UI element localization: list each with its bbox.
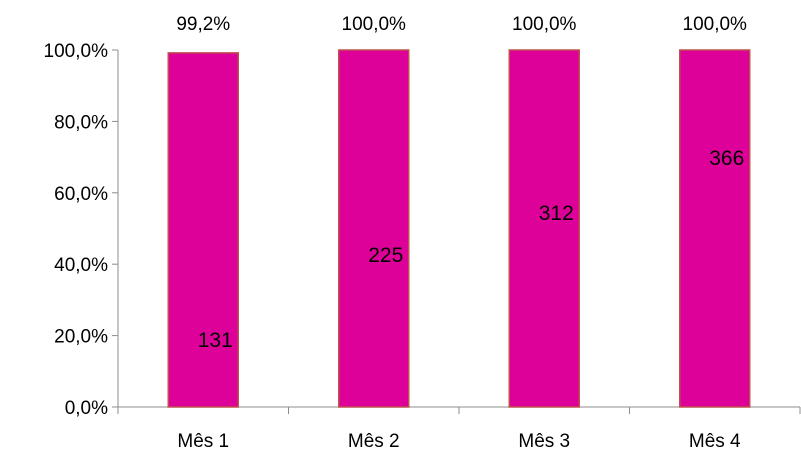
bar (167, 52, 239, 408)
bar-value-label: 99,2% (176, 14, 230, 35)
bar (508, 49, 580, 408)
bar-inner-label: 312 (539, 202, 574, 225)
bar-value-label: 100,0% (512, 14, 577, 35)
bar-value-label: 100,0% (342, 14, 407, 35)
x-category-label: Mês 4 (689, 431, 741, 452)
bar-inner-label: 366 (709, 147, 744, 170)
y-tick-label: 100,0% (44, 41, 109, 62)
y-tick-label: 0,0% (65, 398, 108, 419)
x-category-label: Mês 1 (177, 431, 229, 452)
x-category-label: Mês 3 (518, 431, 570, 452)
bar-inner-label: 131 (198, 329, 233, 352)
bar-value-label: 100,0% (683, 14, 748, 35)
bar (679, 49, 751, 408)
y-tick-label: 40,0% (54, 255, 108, 276)
y-tick-label: 60,0% (54, 184, 108, 205)
bar (338, 49, 410, 408)
y-tick-label: 80,0% (54, 112, 108, 133)
bar-inner-label: 225 (368, 244, 403, 267)
x-category-label: Mês 2 (348, 431, 400, 452)
y-tick-label: 20,0% (54, 327, 108, 348)
